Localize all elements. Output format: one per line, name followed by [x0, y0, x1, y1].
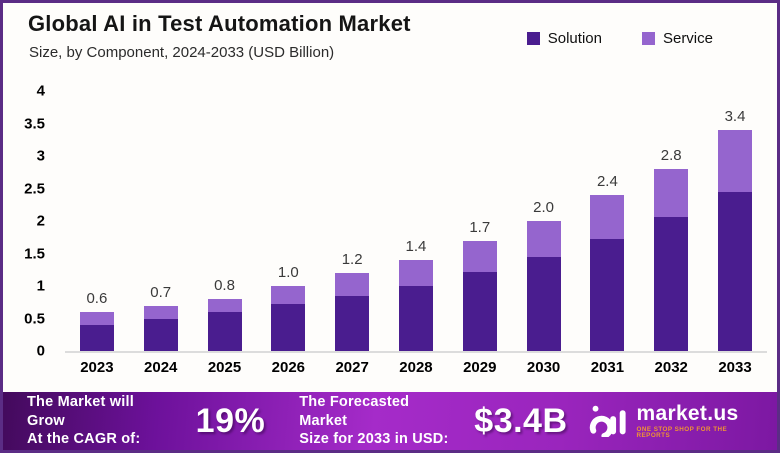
brand-tagline: ONE STOP SHOP FOR THE REPORTS: [636, 425, 728, 439]
legend-item-solution: Solution: [526, 30, 602, 47]
x-tick-label-2025: 2025: [207, 359, 242, 376]
bar-segment-service: [462, 240, 497, 272]
x-tick-label-2032: 2032: [654, 359, 688, 376]
bar-2025: 0.8: [193, 91, 257, 351]
x-tick-label-2030: 2030: [526, 359, 561, 376]
bar-2032: 2.8: [639, 91, 703, 351]
bar-segment-service: [335, 273, 370, 296]
brand-text: market.us ONE STOP SHOP FOR THE REPORTS: [637, 403, 753, 440]
x-tick-label-2023: 2023: [80, 359, 114, 376]
bar-segment-service: [526, 221, 561, 258]
bar-2028: 1.4: [384, 91, 448, 351]
legend-swatch-icon: [641, 32, 655, 45]
y-tick-label: 2: [36, 212, 45, 230]
bar-segment-solution: [462, 271, 497, 351]
bar-total-label: 0.7: [150, 283, 172, 301]
bar-segment-solution: [143, 318, 178, 351]
bar-segment-service: [398, 260, 433, 286]
y-tick-label: 1: [36, 277, 45, 295]
bar-segment-solution: [526, 257, 561, 351]
bar-segment-service: [590, 195, 625, 239]
bar-2030: 2.0: [512, 91, 576, 351]
page-subtitle: Size, by Component, 2024-2033 (USD Billi…: [29, 44, 335, 61]
bar-segment-service: [654, 169, 689, 218]
legend-label: Solution: [547, 30, 602, 47]
bar-segment-service: [143, 305, 178, 319]
forecast-caption-line1: The Forecasted Market: [299, 393, 410, 429]
x-tick-label-2028: 2028: [399, 359, 433, 376]
bar-total-label: 2.8: [660, 147, 682, 165]
legend-item-service: Service: [641, 30, 713, 47]
x-tick-label-2027: 2027: [335, 359, 369, 376]
bar-segment-solution: [79, 325, 114, 351]
bar-segment-service: [718, 130, 753, 192]
bar-segment-solution: [718, 191, 753, 351]
bar-total-label: 2.0: [533, 199, 555, 217]
y-tick-label: 4: [36, 82, 45, 100]
y-tick-label: 0: [36, 342, 45, 360]
bar-segment-solution: [398, 286, 433, 351]
page-title: Global AI in Test Automation Market: [28, 11, 411, 36]
x-tick-label-2029: 2029: [463, 359, 497, 376]
cagr-caption-line2: At the CAGR of:: [27, 431, 141, 448]
footer-banner: The Market will Grow At the CAGR of: 19%…: [3, 392, 777, 450]
x-tick-label-2024: 2024: [144, 359, 178, 376]
bar-segment-solution: [271, 304, 306, 351]
x-tick-label-2033: 2033: [718, 359, 752, 376]
bar-segment-service: [207, 299, 242, 312]
bar-2024: 0.7: [129, 91, 193, 351]
brand-logo: market.us ONE STOP SHOP FOR THE REPORTS: [586, 401, 753, 442]
bar-total-label: 1.0: [277, 264, 299, 282]
bar-total-label: 3.4: [724, 108, 746, 125]
bar-segment-solution: [335, 295, 370, 351]
bar-total-label: 0.8: [214, 277, 235, 294]
cagr-value: 19%: [195, 401, 266, 440]
chart-legend: Solution Service: [526, 30, 713, 47]
legend-label: Service: [662, 30, 713, 47]
bar-2031: 2.4: [576, 91, 640, 351]
bar-segment-solution: [207, 312, 242, 351]
bar-total-label: 1.7: [469, 218, 491, 236]
cagr-caption: The Market will Grow At the CAGR of:: [27, 393, 168, 450]
forecast-caption-line2: Size for 2033 in USD:: [299, 431, 449, 448]
y-tick-label: 3: [36, 147, 45, 165]
cagr-caption-line1: The Market will Grow: [27, 393, 134, 429]
bar-total-label: 2.4: [596, 173, 618, 191]
x-axis-labels: 2023 2024 2025 2026 2027 2028 2029 2030 2031 2032…: [65, 359, 767, 376]
legend-swatch-icon: [526, 32, 540, 45]
y-axis-ticks: 4 3.5 3 2.5 2 1.5 1 0.5 0: [3, 83, 57, 360]
x-tick-label-2026: 2026: [271, 359, 306, 376]
y-tick-label: 0.5: [24, 310, 45, 327]
y-tick-label: 3.5: [24, 115, 45, 132]
bar-total-label: 1.2: [341, 251, 363, 268]
bar-segment-service: [271, 286, 306, 305]
bar-segment-service: [79, 312, 114, 325]
bar-2033: 3.4: [703, 91, 767, 351]
bar-2027: 1.2: [320, 91, 384, 351]
marketus-logo-icon: [586, 401, 630, 442]
plot-area: 0.6 0.7 0.8 1.0 1.2 1.4 1.7 2.0 2.4 2.8 3.4: [65, 91, 767, 353]
forecast-caption: The Forecasted Market Size for 2033 in U…: [299, 393, 452, 450]
bar-segment-solution: [590, 238, 625, 351]
bar-2023: 0.6: [65, 91, 129, 351]
bar-segment-solution: [654, 217, 689, 351]
brand-name: market.us: [636, 401, 739, 425]
bar-2026: 1.0: [256, 91, 320, 351]
bar-total-label: 0.6: [86, 290, 108, 307]
x-tick-label-2031: 2031: [590, 359, 625, 376]
bar-total-label: 1.4: [405, 238, 427, 255]
forecast-value: $3.4B: [474, 401, 568, 440]
bar-2029: 1.7: [448, 91, 512, 351]
y-tick-label: 1.5: [24, 245, 45, 262]
y-tick-label: 2.5: [24, 180, 45, 197]
